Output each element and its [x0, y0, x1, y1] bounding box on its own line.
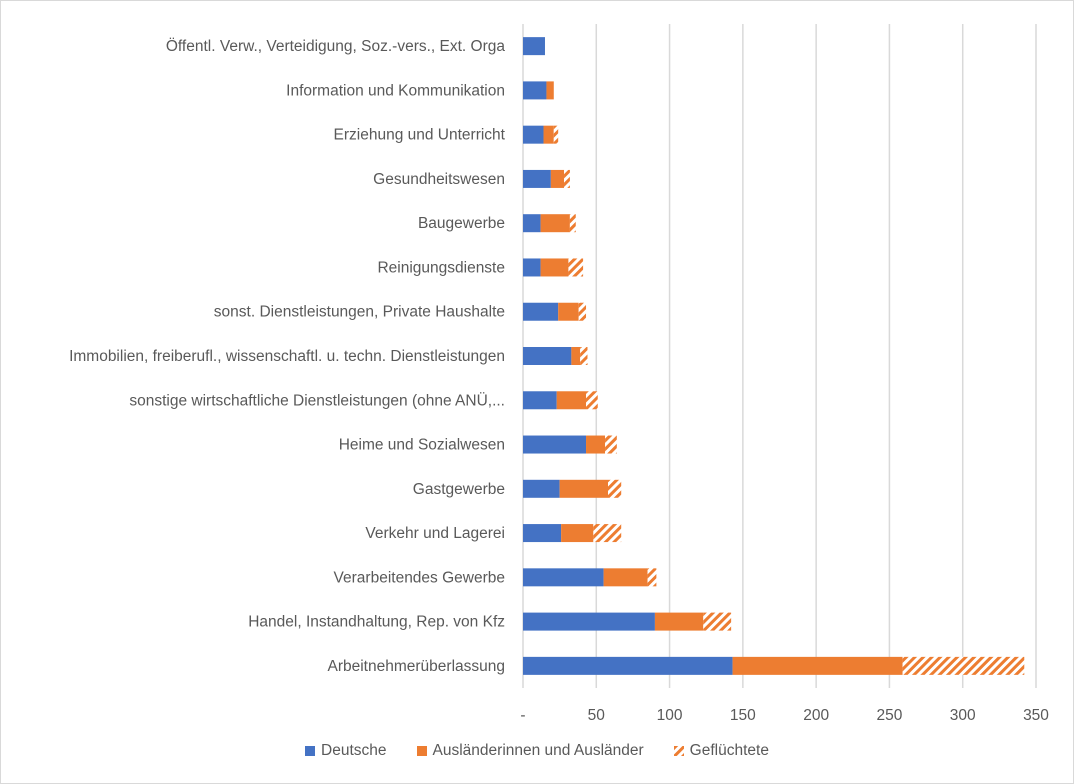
category-label: Information und Kommunikation — [286, 82, 505, 99]
category-label: sonst. Dienstleistungen, Private Haushal… — [214, 304, 505, 321]
bar-segment-gefluechtete — [553, 125, 559, 144]
bar-segment-gefluechtete — [593, 524, 622, 543]
bar-segment-auslaender — [732, 656, 903, 675]
legend-swatch-auslaender — [416, 746, 427, 756]
bar-segment-deutsche — [523, 479, 560, 498]
bar-segment-deutsche — [523, 435, 587, 454]
bar-segment-auslaender — [559, 479, 609, 498]
legend-swatch-deutsche — [305, 746, 316, 756]
bar-segment-deutsche — [523, 524, 562, 543]
bar-segment-auslaender — [654, 612, 704, 631]
bar-segment-auslaender — [571, 347, 581, 365]
bar-segment-gefluechtete — [647, 568, 657, 587]
bar-segment-deutsche — [523, 37, 545, 56]
category-labels: Öffentl. Verw., Verteidigung, Soz.-vers.… — [69, 37, 506, 675]
bar-segment-auslaender — [561, 524, 594, 543]
x-tick-label: 100 — [657, 707, 683, 724]
x-tick-label: - — [520, 707, 525, 724]
category-label: Immobilien, freiberufl., wissenschaftl. … — [69, 348, 505, 365]
bar-segment-gefluechtete — [580, 347, 588, 365]
bars — [523, 37, 1025, 675]
bar-segment-auslaender — [540, 258, 569, 277]
bar-segment-deutsche — [523, 214, 541, 233]
bar-segment-gefluechtete — [569, 214, 576, 233]
bar-segment-gefluechtete — [605, 435, 617, 454]
bar-segment-auslaender — [603, 568, 648, 587]
legend-swatch-gefluechtete — [673, 746, 684, 756]
legend-item-auslaender: Ausländerinnen und Ausländer — [416, 742, 644, 760]
bar-segment-deutsche — [523, 258, 541, 277]
bar-segment-auslaender — [540, 214, 570, 233]
gridlines — [522, 24, 1037, 688]
bar-segment-deutsche — [523, 568, 604, 587]
category-label: Gesundheitswesen — [373, 171, 505, 188]
category-label: Verkehr und Lagerei — [365, 525, 505, 542]
legend: Deutsche Ausländerinnen und Ausländer Ge… — [0, 742, 1074, 760]
bar-segment-deutsche — [523, 81, 547, 100]
x-tick-label: 300 — [950, 707, 976, 724]
category-label: sonstige wirtschaftliche Dienstleistunge… — [129, 391, 505, 409]
bar-segment-auslaender — [543, 125, 554, 144]
category-label: Handel, Instandhaltung, Rep. von Kfz — [248, 614, 505, 631]
x-tick-label: 50 — [588, 707, 606, 724]
bar-segment-deutsche — [523, 125, 544, 144]
bar-segment-gefluechtete — [578, 302, 587, 321]
x-tick-label: 250 — [876, 707, 902, 724]
category-label: Erziehung und Unterricht — [334, 127, 506, 144]
category-label: Verarbeitendes Gewerbe — [334, 569, 505, 586]
bar-segment-deutsche — [523, 391, 557, 410]
bar-segment-deutsche — [523, 302, 559, 321]
legend-label: Geflüchtete — [689, 742, 769, 759]
bar-segment-deutsche — [523, 347, 572, 365]
x-tick-labels: - 50 100 150 200 250 300 350 — [520, 707, 1049, 724]
legend-item-gefluechtete: Geflüchtete — [673, 742, 769, 760]
legend-label: Deutsche — [321, 742, 387, 759]
category-label: Reinigungsdienste — [377, 259, 505, 276]
category-label: Baugewerbe — [418, 215, 505, 232]
bar-segment-deutsche — [523, 169, 551, 188]
x-tick-label: 200 — [803, 707, 829, 724]
bar-segment-deutsche — [523, 612, 655, 631]
bar-segment-gefluechtete — [586, 391, 598, 410]
bar-segment-gefluechtete — [564, 169, 570, 188]
category-label: Öffentl. Verw., Verteidigung, Soz.-vers.… — [166, 37, 506, 55]
category-label: Arbeitnehmerüberlassung — [328, 658, 506, 675]
legend-label: Ausländerinnen und Ausländer — [432, 742, 644, 759]
bar-segment-auslaender — [550, 169, 565, 188]
bar-segment-auslaender — [556, 391, 587, 410]
category-label: Gastgewerbe — [413, 481, 505, 498]
bar-segment-gefluechtete — [568, 258, 584, 277]
bar-segment-gefluechtete — [608, 479, 622, 498]
bar-segment-deutsche — [523, 656, 733, 675]
legend-item-deutsche: Deutsche — [305, 742, 387, 760]
x-tick-label: 350 — [1023, 707, 1049, 724]
bar-segment-gefluechtete — [902, 656, 1025, 675]
x-tick-label: 150 — [730, 707, 756, 724]
bar-segment-auslaender — [546, 81, 554, 100]
category-label: Heime und Sozialwesen — [339, 437, 505, 454]
bar-segment-auslaender — [558, 302, 579, 321]
bar-segment-gefluechtete — [703, 612, 732, 631]
bar-segment-auslaender — [586, 435, 606, 454]
